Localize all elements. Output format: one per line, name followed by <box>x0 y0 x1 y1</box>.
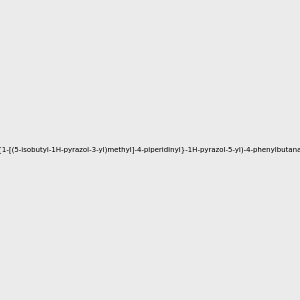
Text: N-(1-{1-[(5-isobutyl-1H-pyrazol-3-yl)methyl]-4-piperidinyl}-1H-pyrazol-5-yl)-4-p: N-(1-{1-[(5-isobutyl-1H-pyrazol-3-yl)met… <box>0 147 300 153</box>
